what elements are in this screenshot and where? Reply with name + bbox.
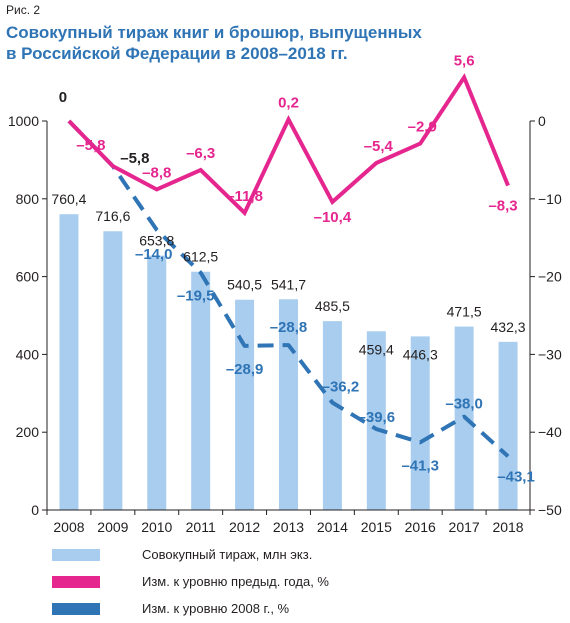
legend-item-bars: Совокупный тираж, млн экз.: [52, 541, 329, 568]
prev-year-label-2014: –10,4: [314, 209, 352, 226]
bar-label-2018: 432,3: [491, 319, 526, 335]
prev-year-label-2016: –2,9: [408, 119, 437, 136]
bar-label-2017: 471,5: [447, 304, 482, 320]
legend-label-bars: Совокупный тираж, млн экз.: [142, 547, 313, 562]
legend-item-base-2008: Изм. к уровню 2008 г., %: [52, 595, 329, 622]
x-tick-label-2017: 2017: [449, 519, 480, 535]
bar-label-2010: 653,8: [139, 233, 174, 249]
x-tick-label-2009: 2009: [97, 519, 128, 535]
bar-label-2015: 459,4: [359, 341, 394, 357]
x-tick-label-2015: 2015: [361, 519, 392, 535]
bar-label-2014: 485,5: [315, 298, 350, 314]
prev-year-label-2012: –11,8: [226, 188, 263, 205]
chart-title: Совокупный тираж книг и брошюр, выпущенн…: [6, 22, 546, 64]
prev-year-label-2011: –6,3: [186, 145, 215, 162]
prev-year-label-2010: –8,8: [142, 164, 171, 181]
base-2008-label-2010: –14,0: [135, 246, 173, 263]
series-line-base-2008: [67, 119, 510, 458]
bar-label-2016: 446,3: [403, 346, 438, 362]
left-tick-label-400: 400: [16, 346, 40, 362]
x-tick-label-2018: 2018: [492, 519, 523, 535]
base-2008-label-2013: –28,8: [270, 319, 308, 336]
bar-label-2008: 760,4: [51, 191, 86, 207]
left-tick-label-200: 200: [16, 424, 40, 440]
bar-2016: [410, 336, 430, 510]
prev-year-label-2015: –5,4: [364, 138, 394, 155]
bar-label-2009: 716,6: [95, 208, 130, 224]
base-2008-label-2018: –43,1: [497, 468, 535, 485]
left-tick-label-0: 0: [31, 502, 39, 518]
base-2008-label-2015: –39,6: [358, 409, 396, 426]
x-tick-label-2010: 2010: [141, 519, 172, 535]
right-tick-label-4: −40: [538, 424, 562, 440]
series-line-prev-year: [67, 73, 510, 217]
bar-2012: [235, 299, 255, 510]
chart-title-line-2: в Российской Федерации в 2008–2018 гг.: [6, 44, 348, 63]
bar-2014: [322, 321, 342, 510]
bar-2015: [366, 331, 386, 510]
x-tick-label-2016: 2016: [405, 519, 436, 535]
bar-label-2011: 612,5: [183, 249, 218, 265]
legend-swatch-prev-year: [52, 575, 100, 588]
bar-label-2012: 540,5: [227, 277, 262, 293]
left-tick-label-800: 800: [16, 191, 40, 207]
x-tick-label-2012: 2012: [229, 519, 260, 535]
prev-year-label-2013: 0,2: [278, 94, 299, 111]
bar-2008: [59, 214, 79, 510]
base-2008-label-2012: –28,9: [226, 361, 264, 378]
right-tick-label-3: −30: [538, 346, 562, 362]
bar-2018: [498, 341, 518, 510]
legend-label-base-2008: Изм. к уровню 2008 г., %: [142, 601, 290, 616]
prev-year-label-2017: 5,6: [454, 52, 475, 69]
bar-2011: [191, 271, 211, 510]
base-2008-label-2017: –38,0: [445, 396, 483, 413]
legend: Совокупный тираж, млн экз. Изм. к уровню…: [52, 541, 329, 622]
legend-label-prev-year: Изм. к уровню предыд. года, %: [142, 574, 329, 589]
prev-year-label-2009: –5,8: [76, 137, 105, 154]
legend-swatch-base-2008: [52, 602, 100, 615]
left-tick-label-600: 600: [16, 269, 40, 285]
right-tick-label-2: −20: [538, 269, 562, 285]
right-tick-label-5: −50: [538, 502, 562, 518]
figure-label: Рис. 2: [6, 3, 41, 17]
bar-2010: [147, 255, 167, 510]
legend-item-prev-year: Изм. к уровню предыд. года, %: [52, 568, 329, 595]
prev-year-label-2008: 0: [59, 89, 67, 106]
x-tick-label-2014: 2014: [317, 519, 348, 535]
bar-2009: [103, 231, 123, 510]
chart-title-line-1: Совокупный тираж книг и брошюр, выпущенн…: [6, 23, 422, 42]
base-2008-label-2009: –5,8: [120, 150, 149, 167]
right-tick-label-0: 0: [538, 113, 546, 129]
bar-label-2013: 541,7: [271, 276, 306, 292]
base-2008-label-2011: –19,5: [177, 288, 215, 305]
x-tick-label-2008: 2008: [53, 519, 84, 535]
base-2008-label-2016: –41,3: [401, 457, 439, 474]
x-tick-label-2013: 2013: [273, 519, 304, 535]
prev-year-label-2018: –8,3: [488, 198, 517, 215]
left-tick-label-1000: 1000: [8, 113, 39, 129]
x-tick-label-2011: 2011: [186, 519, 216, 535]
legend-swatch-bars: [52, 548, 100, 561]
right-tick-label-1: −10: [538, 191, 562, 207]
base-2008-label-2014: –36,2: [322, 379, 360, 396]
